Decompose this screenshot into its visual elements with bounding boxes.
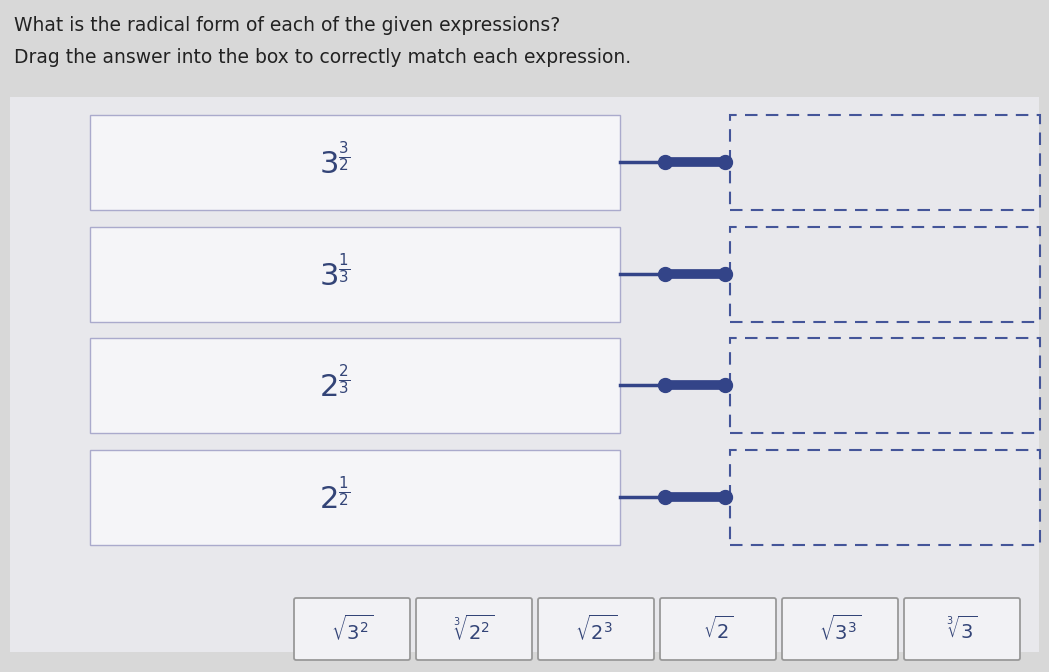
Text: $\sqrt{3^3}$: $\sqrt{3^3}$ [819, 614, 861, 644]
FancyBboxPatch shape [416, 598, 532, 660]
Text: $\sqrt{2}$: $\sqrt{2}$ [703, 616, 733, 642]
Text: What is the radical form of each of the given expressions?: What is the radical form of each of the … [14, 16, 560, 35]
FancyBboxPatch shape [782, 598, 898, 660]
Bar [730, 226, 1040, 321]
Bar [10, 97, 1039, 652]
FancyBboxPatch shape [294, 598, 410, 660]
Text: $\sqrt[3]{3}$: $\sqrt[3]{3}$ [946, 616, 978, 642]
Text: $\sqrt[3]{2^2}$: $\sqrt[3]{2^2}$ [453, 614, 495, 644]
Bar [730, 114, 1040, 210]
Bar [90, 450, 620, 544]
Text: $2^{\frac{1}{2}}$: $2^{\frac{1}{2}}$ [319, 478, 350, 516]
Bar [90, 114, 620, 210]
Text: $\sqrt{2^3}$: $\sqrt{2^3}$ [575, 614, 617, 644]
Bar [730, 337, 1040, 433]
Text: Drag the answer into the box to correctly match each expression.: Drag the answer into the box to correctl… [14, 48, 631, 67]
Bar [90, 337, 620, 433]
Bar [730, 450, 1040, 544]
FancyBboxPatch shape [538, 598, 654, 660]
Bar [90, 226, 620, 321]
FancyBboxPatch shape [904, 598, 1020, 660]
Text: $3^{\frac{1}{3}}$: $3^{\frac{1}{3}}$ [319, 255, 350, 293]
FancyBboxPatch shape [660, 598, 776, 660]
Text: $2^{\frac{2}{3}}$: $2^{\frac{2}{3}}$ [319, 366, 350, 404]
Text: $3^{\frac{3}{2}}$: $3^{\frac{3}{2}}$ [319, 143, 350, 181]
Text: $\sqrt{3^2}$: $\sqrt{3^2}$ [330, 614, 373, 644]
